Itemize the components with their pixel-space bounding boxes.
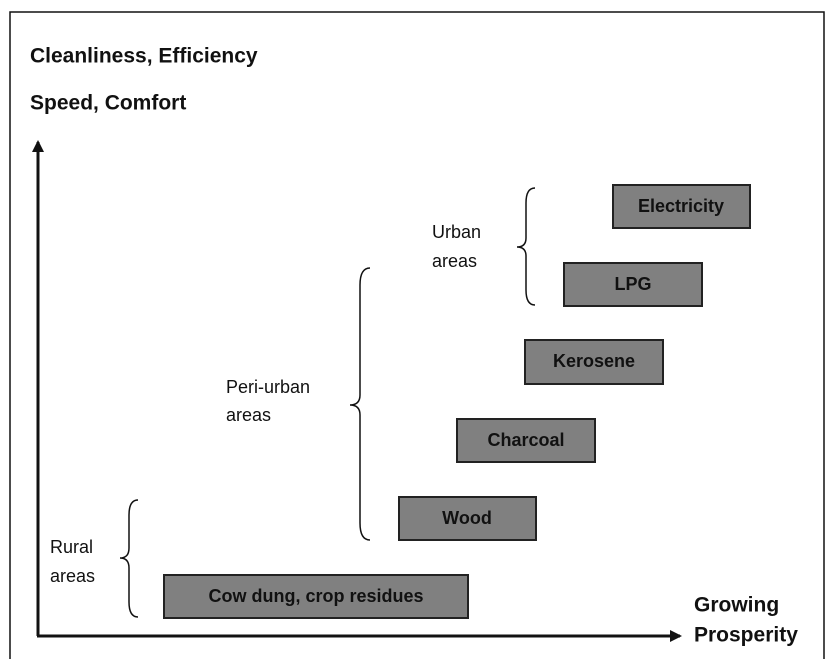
fuel-label: Kerosene	[553, 351, 635, 371]
group-label: areas	[226, 405, 271, 425]
fuel-box: LPG	[563, 262, 703, 307]
y-axis-label: Speed, Comfort	[30, 92, 186, 115]
group-label: Urban	[432, 222, 481, 242]
brace	[119, 499, 139, 618]
x-axis-label: Prosperity	[694, 624, 798, 647]
fuel-label: LPG	[614, 274, 651, 294]
fuel-box: Electricity	[612, 184, 751, 229]
y-axis-label: Cleanliness, Efficiency	[30, 45, 258, 68]
brace	[516, 187, 536, 306]
group-label: areas	[50, 566, 95, 586]
frame	[9, 11, 825, 659]
fuel-label: Wood	[442, 508, 492, 528]
group-label: Peri-urban	[226, 377, 310, 397]
fuel-label: Charcoal	[487, 430, 564, 450]
brace	[349, 267, 371, 541]
fuel-label: Cow dung, crop residues	[208, 586, 423, 606]
fuel-box: Cow dung, crop residues	[163, 574, 469, 619]
fuel-box: Kerosene	[524, 339, 664, 385]
fuel-label: Electricity	[638, 196, 724, 216]
fuel-box: Charcoal	[456, 418, 596, 463]
group-label: areas	[432, 251, 477, 271]
x-axis-label: Growing	[694, 594, 779, 617]
group-label: Rural	[50, 537, 93, 557]
fuel-box: Wood	[398, 496, 537, 541]
